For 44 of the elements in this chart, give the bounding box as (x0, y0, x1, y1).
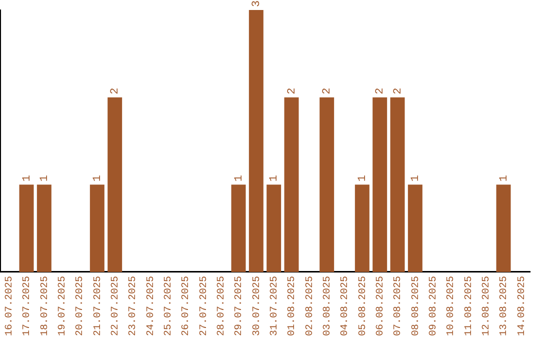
data-label: 2 (374, 88, 387, 94)
x-tick-label: 14.08.2025 (516, 276, 528, 336)
data-label: 3 (251, 0, 264, 7)
x-tick-label: 04.08.2025 (340, 276, 352, 336)
x-tick-label: 29.07.2025 (234, 276, 246, 336)
x-tick-label: 23.07.2025 (128, 276, 140, 336)
data-label: 1 (498, 174, 510, 182)
x-tick-label: 12.08.2025 (481, 276, 492, 336)
x-tick-label: 30.07.2025 (252, 276, 263, 336)
data-label: 1 (268, 174, 281, 182)
x-tick-label: 11.08.2025 (464, 276, 475, 336)
x-tick-label: 27.07.2025 (198, 276, 210, 336)
data-label: 1 (21, 174, 34, 182)
x-tick-label: 18.07.2025 (40, 276, 51, 336)
data-label: 1 (233, 174, 246, 182)
x-tick-label: 21.07.2025 (92, 276, 104, 336)
x-tick-label: 16.07.2025 (4, 276, 16, 336)
data-label: 2 (286, 88, 298, 94)
x-tick-label: 08.08.2025 (410, 276, 422, 336)
data-label: 1 (92, 174, 104, 182)
x-tick-label: 31.07.2025 (269, 276, 280, 336)
data-label: 2 (392, 88, 404, 94)
x-tick-label: 01.08.2025 (287, 276, 298, 336)
x-tick-label: 02.08.2025 (304, 276, 316, 336)
data-label: 1 (410, 174, 422, 182)
x-tick-label: 06.08.2025 (375, 276, 386, 336)
x-tick-label: 22.07.2025 (110, 276, 122, 336)
x-tick-label: 28.07.2025 (216, 276, 228, 336)
x-tick-label: 07.08.2025 (393, 276, 404, 336)
x-tick-label: 26.07.2025 (181, 276, 192, 336)
x-tick-label: 25.07.2025 (163, 276, 174, 336)
x-tick-label: 24.07.2025 (146, 276, 157, 336)
x-tick-label: 19.07.2025 (57, 276, 68, 336)
x-tick-label: 09.08.2025 (428, 276, 440, 336)
data-label: 2 (110, 88, 122, 94)
x-tick-label: 20.07.2025 (75, 276, 86, 336)
x-tick-label: 17.07.2025 (22, 276, 34, 336)
x-tick-label: 05.08.2025 (358, 276, 369, 336)
data-label: 1 (357, 174, 370, 182)
x-tick-label: 13.08.2025 (499, 276, 510, 336)
data-label: 1 (39, 174, 52, 182)
data-label: 2 (322, 88, 334, 94)
x-tick-label: 10.08.2025 (446, 276, 458, 336)
x-tick-label: 03.08.2025 (322, 276, 334, 336)
